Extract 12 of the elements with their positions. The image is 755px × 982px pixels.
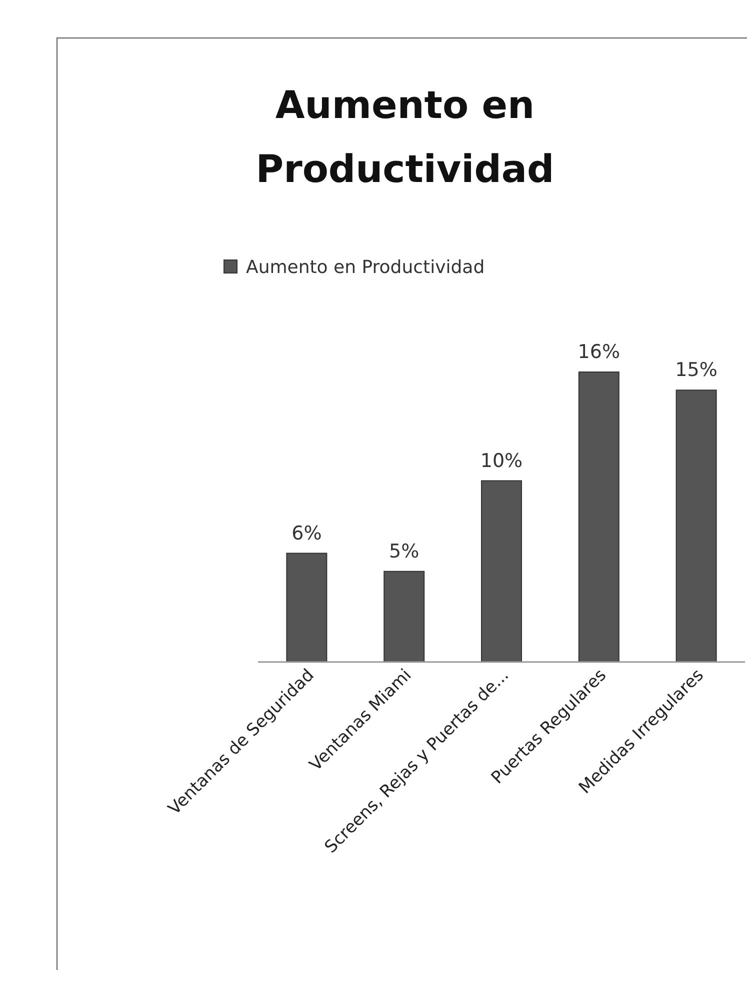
bar — [286, 552, 328, 662]
data-label: 5% — [389, 540, 420, 562]
bar — [578, 372, 620, 662]
legend-label: Aumento en Productividad — [246, 257, 485, 278]
data-label: 6% — [292, 522, 322, 544]
data-label: 15% — [675, 359, 718, 382]
data-label: 10% — [480, 450, 523, 472]
data-label: 16% — [578, 341, 620, 363]
bar — [481, 480, 522, 662]
chart-title: Aumento en Productividad — [256, 83, 554, 191]
bar — [384, 570, 425, 662]
bar — [676, 390, 717, 662]
